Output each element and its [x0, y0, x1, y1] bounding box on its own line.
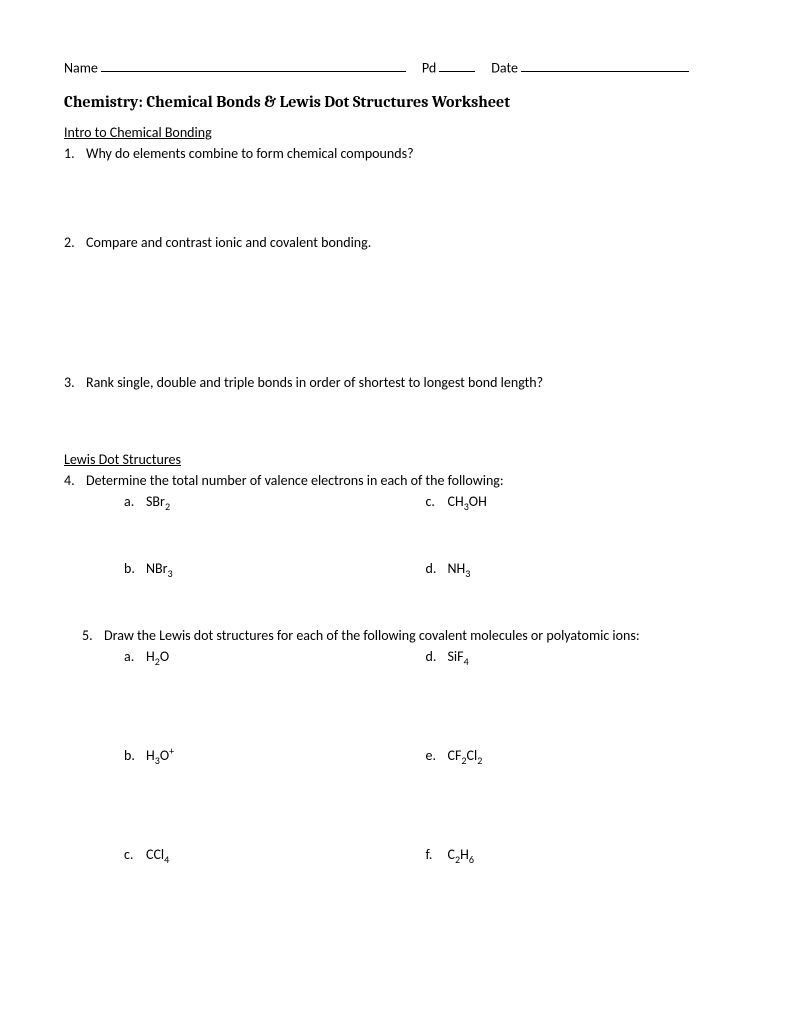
answer-space-q2[interactable] [64, 254, 727, 374]
q5-item-d: d. SiF4 [426, 648, 728, 667]
q4-row-1: a. SBr2 c. CH3OH [124, 493, 727, 512]
q4-number: 4. [64, 472, 86, 491]
q2-text: Compare and contrast ionic and covalent … [86, 234, 727, 253]
question-5: 5. Draw the Lewis dot structures for eac… [82, 627, 727, 646]
q5d-formula: SiF4 [448, 648, 728, 667]
worksheet-page: Name Pd Date Chemistry: Chemical Bonds &… [0, 0, 791, 904]
q5d-letter: d. [426, 648, 448, 667]
answer-space-q1[interactable] [64, 166, 727, 234]
answer-space-q5-row1[interactable] [64, 667, 727, 747]
q4c-letter: c. [426, 493, 448, 512]
q5a-letter: a. [124, 648, 146, 667]
q5a-formula: H2O [146, 648, 426, 667]
q1-text: Why do elements combine to form chemical… [86, 145, 727, 164]
q5b-formula: H3O+ [146, 747, 426, 766]
q5b-letter: b. [124, 747, 146, 766]
q5-item-a: a. H2O [124, 648, 426, 667]
header-line: Name Pd Date [64, 58, 727, 78]
q3-number: 3. [64, 374, 86, 393]
q2-number: 2. [64, 234, 86, 253]
q4b-letter: b. [124, 560, 146, 579]
q4a-letter: a. [124, 493, 146, 512]
q5e-letter: e. [426, 747, 448, 766]
q4-item-c: c. CH3OH [426, 493, 728, 512]
section2-heading: Lewis Dot Structures [64, 451, 727, 470]
q4c-formula: CH3OH [448, 493, 728, 512]
q3-text: Rank single, double and triple bonds in … [86, 374, 727, 393]
answer-space-q5-row2[interactable] [64, 766, 727, 846]
q5-item-e: e. CF2Cl2 [426, 747, 728, 766]
date-blank[interactable] [521, 58, 689, 72]
pd-label: Pd [422, 59, 436, 76]
q4d-formula: NH3 [448, 560, 728, 579]
question-2: 2. Compare and contrast ionic and covale… [64, 234, 727, 253]
question-3: 3. Rank single, double and triple bonds … [64, 374, 727, 393]
q5-item-c: c. CCl4 [124, 846, 426, 865]
q4-item-b: b. NBr3 [124, 560, 426, 579]
answer-space-q4-row2[interactable] [64, 579, 727, 627]
q4a-formula: SBr2 [146, 493, 426, 512]
q4-item-d: d. NH3 [426, 560, 728, 579]
q5e-formula: CF2Cl2 [448, 747, 728, 766]
q5f-formula: C2H6 [448, 846, 728, 865]
q4-row-2: b. NBr3 d. NH3 [124, 560, 727, 579]
pd-blank[interactable] [439, 58, 475, 72]
q5-number: 5. [82, 627, 104, 646]
q5-row-2: b. H3O+ e. CF2Cl2 [124, 747, 727, 766]
q4b-formula: NBr3 [146, 560, 426, 579]
name-label: Name [64, 59, 98, 76]
q1-number: 1. [64, 145, 86, 164]
answer-space-q3[interactable] [64, 395, 727, 451]
question-4: 4. Determine the total number of valence… [64, 472, 727, 491]
q4-text: Determine the total number of valence el… [86, 472, 727, 491]
q5c-formula: CCl4 [146, 846, 426, 865]
q5-row-1: a. H2O d. SiF4 [124, 648, 727, 667]
section1-heading: Intro to Chemical Bonding [64, 124, 727, 143]
name-blank[interactable] [101, 58, 406, 72]
question-1: 1. Why do elements combine to form chemi… [64, 145, 727, 164]
worksheet-title: Chemistry: Chemical Bonds & Lewis Dot St… [64, 92, 727, 114]
q5-item-b: b. H3O+ [124, 747, 426, 766]
q5-row-3: c. CCl4 f. C2H6 [124, 846, 727, 865]
q5-text: Draw the Lewis dot structures for each o… [104, 627, 727, 646]
q5c-letter: c. [124, 846, 146, 865]
q4d-letter: d. [426, 560, 448, 579]
date-label: Date [491, 59, 518, 76]
q5-item-f: f. C2H6 [426, 846, 728, 865]
answer-space-q4-row1[interactable] [64, 512, 727, 560]
q4-item-a: a. SBr2 [124, 493, 426, 512]
q5f-letter: f. [426, 846, 448, 865]
